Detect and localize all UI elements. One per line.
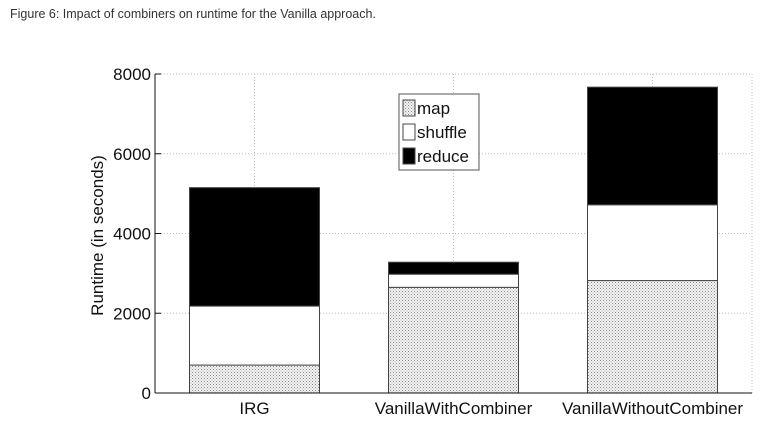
y-tick-label: 0 [142, 384, 151, 403]
x-tick-label: VanillaWithoutCombiner [562, 399, 743, 418]
bar-segment-shuffle [587, 204, 718, 282]
bar-segment-shuffle [189, 305, 320, 366]
x-tick-label: IRG [239, 399, 269, 418]
legend: map shuffle reduce [398, 93, 480, 171]
axes: 0 2000 4000 6000 8000 IRG VanillaWithCombiner V… [88, 65, 752, 418]
figure-caption: Figure 6: Impact of combiners on runtime… [10, 7, 376, 21]
bar-segment-map [189, 364, 320, 394]
y-tick-label: 2000 [113, 304, 151, 323]
legend-label-reduce: reduce [417, 147, 469, 166]
legend-label-map: map [417, 99, 450, 118]
bar-segment-map [388, 286, 519, 394]
legend-label-shuffle: shuffle [417, 123, 467, 142]
bar-segment-reduce [587, 86, 718, 206]
y-tick-label: 6000 [113, 145, 151, 164]
legend-swatch-map [402, 99, 416, 117]
bar-segment-reduce [189, 187, 320, 307]
y-tick-label: 8000 [113, 65, 151, 84]
bar-segment-shuffle [388, 273, 519, 288]
bar-segment-map [587, 280, 718, 394]
legend-swatch-shuffle [402, 123, 416, 141]
bars [189, 86, 718, 394]
bar-segment-reduce [388, 261, 519, 275]
y-tick-label: 4000 [113, 225, 151, 244]
y-axis-title: Runtime (in seconds) [88, 155, 107, 316]
legend-swatch-reduce [402, 147, 416, 165]
x-tick-label: VanillaWithCombiner [375, 399, 533, 418]
